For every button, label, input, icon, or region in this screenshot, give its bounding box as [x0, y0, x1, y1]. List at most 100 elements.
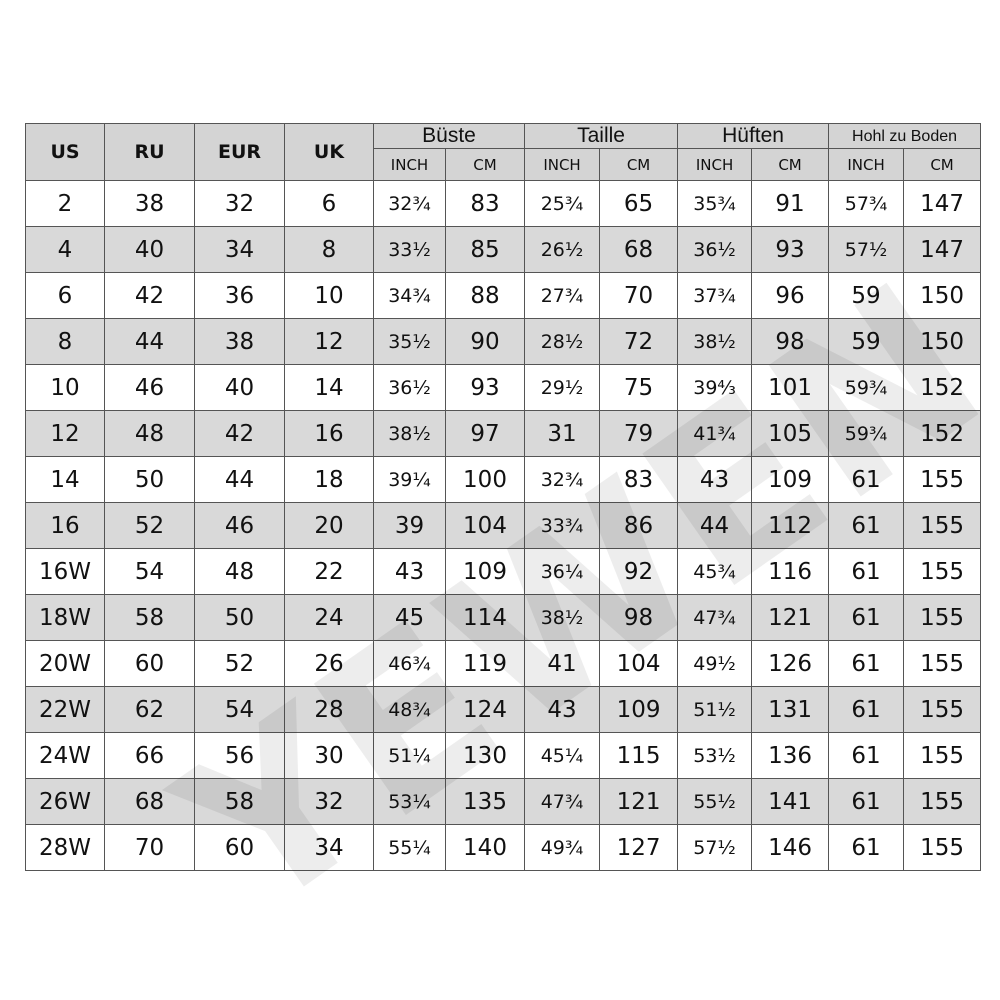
table-row: 26W 68 58 32 53¼ 135 47¾ 121 55½ 141 61 155: [25, 778, 982, 825]
table-cell: 2: [25, 180, 105, 227]
table-cell: 55¼: [373, 824, 446, 871]
table-cell: 45: [373, 594, 446, 641]
table-row: 8 44 38 12 35½ 90 28½ 72 38½ 98 59 150: [25, 318, 982, 365]
table-cell: 90: [444, 318, 526, 365]
table-cell: 119: [444, 640, 526, 687]
table-cell: 61: [828, 548, 905, 595]
table-cell: 43: [677, 456, 753, 503]
table-cell: 42: [104, 272, 195, 319]
table-cell: 37¾: [677, 272, 753, 319]
table-cell: 36½: [373, 364, 446, 411]
table-cell: 32¾: [373, 180, 446, 227]
table-cell: 50: [104, 456, 195, 503]
table-cell: 131: [751, 686, 830, 733]
table-cell: 59¾: [828, 364, 905, 411]
table-cell: 24W: [25, 732, 105, 779]
table-cell: 126: [751, 640, 830, 687]
table-cell: 36¼: [524, 548, 601, 595]
table-cell: 93: [444, 364, 526, 411]
table-cell: 48¾: [373, 686, 446, 733]
table-cell: 20: [284, 502, 374, 549]
table-cell: 40: [104, 226, 195, 273]
table-cell: 14: [25, 456, 105, 503]
table-cell: 36½: [677, 226, 753, 273]
table-cell: 155: [903, 594, 982, 641]
table-cell: 61: [828, 824, 905, 871]
table-cell: 121: [751, 594, 830, 641]
table-cell: 33½: [373, 226, 446, 273]
table-cell: 18W: [25, 594, 105, 641]
table-cell: 18: [284, 456, 374, 503]
table-cell: 41: [524, 640, 601, 687]
table-cell: 38: [104, 180, 195, 227]
table-cell: 61: [828, 640, 905, 687]
table-cell: 26: [284, 640, 374, 687]
table-cell: 93: [751, 226, 830, 273]
table-cell: 36: [194, 272, 285, 319]
group-header: Büste: [372, 123, 526, 149]
table-cell: 30: [284, 732, 374, 779]
table-cell: 29½: [524, 364, 601, 411]
table-row: 6 42 36 10 34¾ 88 27¾ 70 37¾ 96 59 150: [25, 272, 982, 319]
table-cell: 127: [599, 824, 679, 871]
table-cell: 24: [284, 594, 374, 641]
table-cell: 100: [444, 456, 526, 503]
table-cell: 141: [751, 778, 830, 825]
table-cell: 16: [284, 410, 374, 457]
table-cell: 38½: [524, 594, 601, 641]
column-header: UK: [284, 123, 374, 181]
group-header: Hüften: [677, 123, 830, 149]
table-cell: 16: [25, 502, 105, 549]
table-cell: 34: [194, 226, 285, 273]
table-cell: 104: [444, 502, 526, 549]
table-cell: 115: [599, 732, 679, 779]
table-cell: 27¾: [524, 272, 601, 319]
table-cell: 57¾: [828, 180, 905, 227]
table-cell: 34: [284, 824, 374, 871]
table-cell: 22: [284, 548, 374, 595]
unit-header: CM: [903, 148, 982, 181]
table-cell: 45¾: [677, 548, 753, 595]
table-cell: 46: [194, 502, 285, 549]
table-cell: 25¾: [524, 180, 601, 227]
table-cell: 59: [828, 318, 905, 365]
table-cell: 155: [903, 456, 982, 503]
table-cell: 68: [599, 226, 679, 273]
table-cell: 38: [194, 318, 285, 365]
table-cell: 75: [599, 364, 679, 411]
table-cell: 35½: [373, 318, 446, 365]
table-cell: 12: [284, 318, 374, 365]
table-cell: 83: [444, 180, 526, 227]
unit-header: INCH: [677, 148, 753, 181]
table-row: 16 52 46 20 39 104 33¾ 86 44 112 61 155: [25, 502, 982, 549]
table-cell: 58: [194, 778, 285, 825]
table-cell: 28½: [524, 318, 601, 365]
table-cell: 12: [25, 410, 105, 457]
table-row: 28W 70 60 34 55¼ 140 49¾ 127 57½ 146 61 155: [25, 824, 982, 871]
table-cell: 39⁴⁄₃: [677, 364, 753, 411]
table-cell: 39¼: [373, 456, 446, 503]
table-cell: 62: [104, 686, 195, 733]
table-cell: 44: [677, 502, 753, 549]
table-cell: 155: [903, 502, 982, 549]
table-cell: 45¼: [524, 732, 601, 779]
table-cell: 38½: [677, 318, 753, 365]
column-header: US: [25, 123, 105, 181]
table-cell: 55½: [677, 778, 753, 825]
table-cell: 146: [751, 824, 830, 871]
table-row: 12 48 42 16 38½ 97 31 79 41¾ 105 59¾ 152: [25, 410, 982, 457]
table-cell: 51½: [677, 686, 753, 733]
table-cell: 57½: [677, 824, 753, 871]
table-cell: 10: [284, 272, 374, 319]
table-cell: 22W: [25, 686, 105, 733]
table-cell: 155: [903, 824, 982, 871]
table-cell: 155: [903, 732, 982, 779]
unit-row: INCH CM INCH CM INCH CM INCH CM: [26, 148, 982, 181]
table-cell: 91: [751, 180, 830, 227]
table-cell: 10: [25, 364, 105, 411]
table-cell: 140: [444, 824, 526, 871]
table-cell: 48: [194, 548, 285, 595]
table-cell: 44: [104, 318, 195, 365]
table-row: 14 50 44 18 39¼ 100 32¾ 83 43 109 61 155: [25, 456, 982, 503]
